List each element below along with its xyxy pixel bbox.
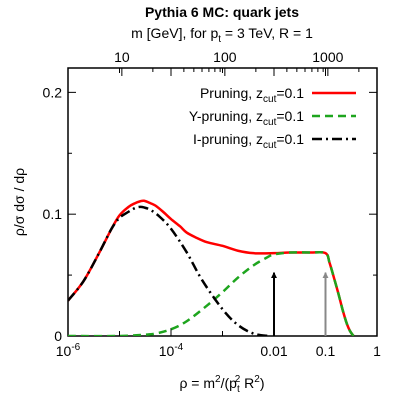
top-axis-label: m [GeV], for pt = 3 TeV, R = 1 [131, 25, 313, 45]
x-axis-label: ρ = m2/(pt2 R2) [179, 374, 264, 395]
series-layer [68, 199, 355, 336]
top-tick-label: 100 [213, 49, 237, 65]
x-tick-label: 1 [373, 343, 381, 359]
top-tick-label: 10 [114, 49, 130, 65]
y-axis-label: ρ/σ dσ / dρ [11, 168, 27, 236]
legend-entry-pruning-label: Pruning, zcut=0.1 [200, 85, 304, 105]
x-tick-label: 10-4 [159, 342, 184, 359]
chart-title: Pythia 6 MC: quark jets [145, 4, 299, 20]
x-tick-label: 0.1 [316, 343, 336, 359]
arrow-layer [271, 272, 329, 336]
x-tick-label: 0.01 [260, 343, 287, 359]
top-axis-ticks: 10 100 1000 [114, 49, 378, 76]
legend-entry-y-pruning-label: Y-pruning, zcut=0.1 [189, 108, 304, 128]
series-pruning-line [68, 199, 355, 336]
y-tick-label: 0.2 [43, 84, 63, 100]
y-tick-label: 0 [54, 328, 62, 344]
x-tick-label: 10-6 [56, 342, 81, 359]
y-tick-label: 0.1 [43, 206, 63, 222]
series-i-pruning-line [68, 205, 270, 336]
x-axis-ticks: 10-6 10-4 0.01 0.1 1 [56, 68, 381, 359]
legend-entry-i-pruning-label: I-pruning, zcut=0.1 [193, 131, 304, 151]
legend: Pruning, zcut=0.1 Y-pruning, zcut=0.1 I-pr… [189, 85, 356, 151]
series-y-pruning-line [68, 250, 355, 336]
top-tick-label: 1000 [312, 49, 343, 65]
